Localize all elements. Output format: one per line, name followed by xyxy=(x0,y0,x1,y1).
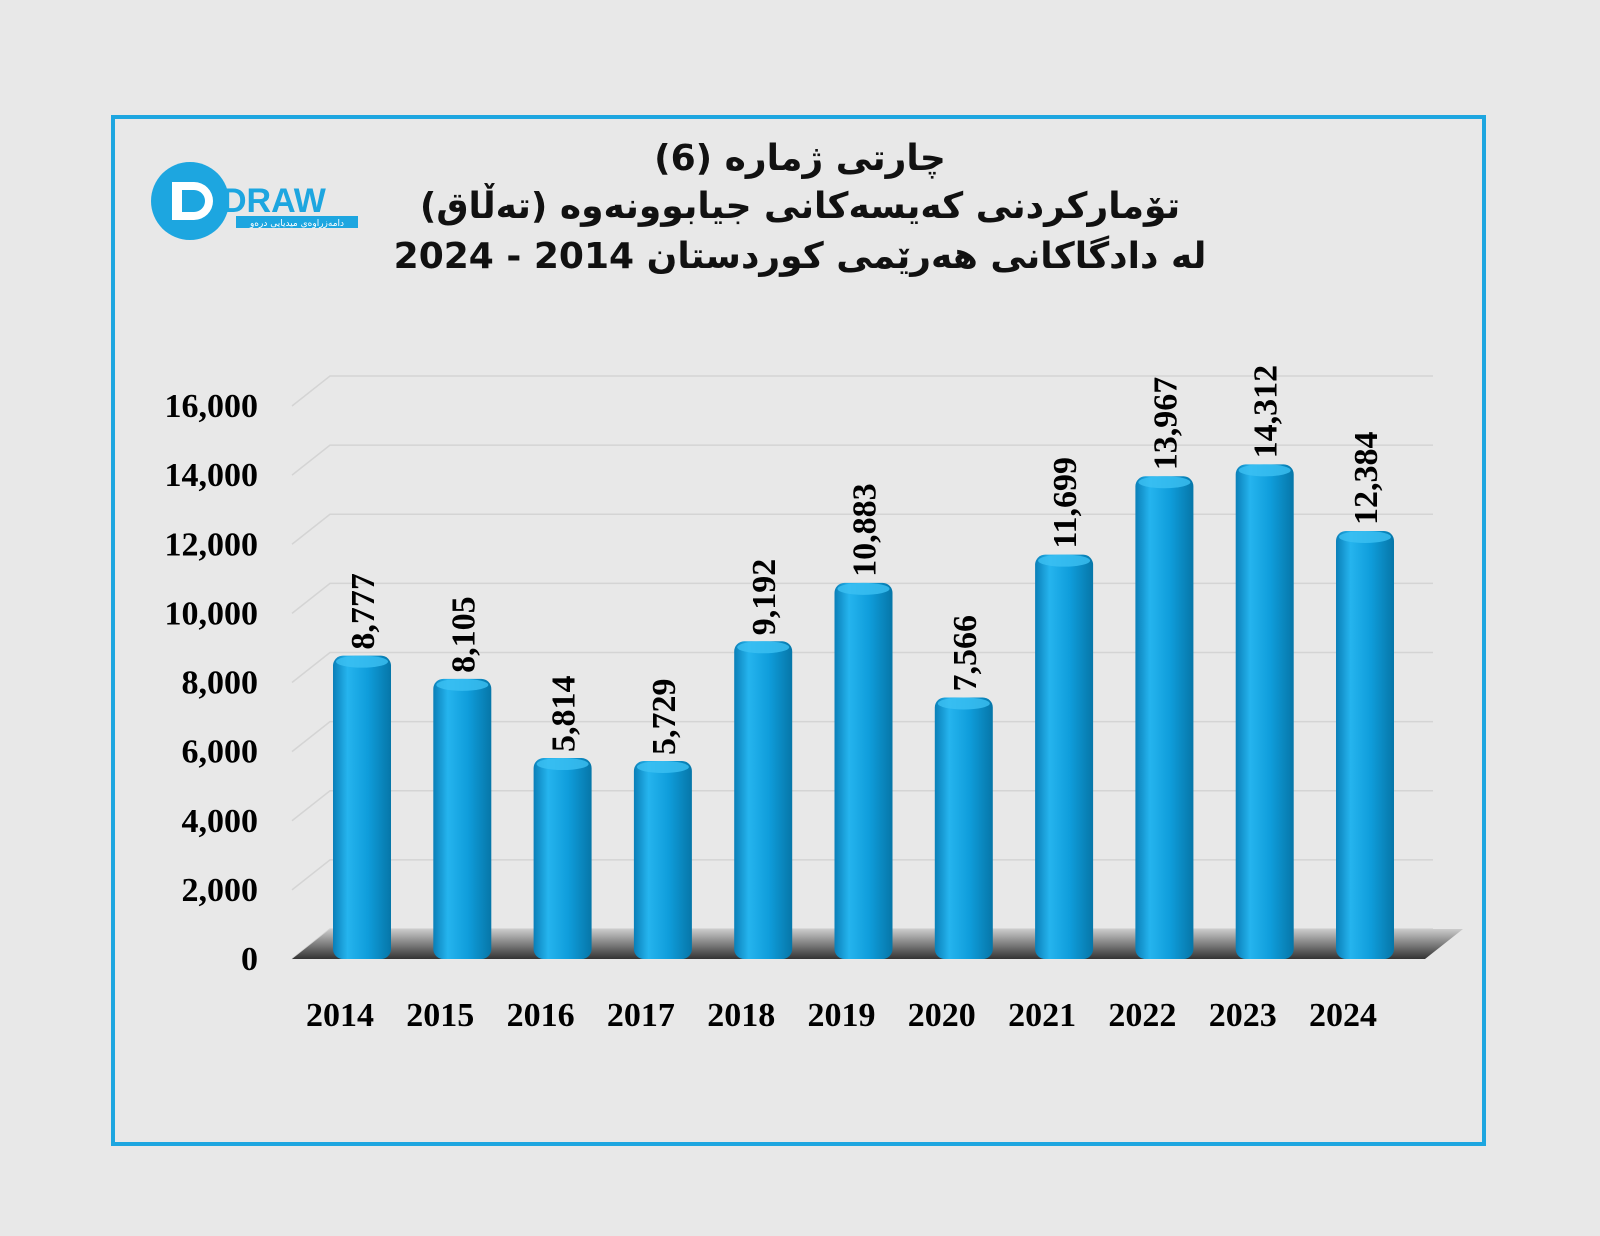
y-tick-label: 8,000 xyxy=(182,665,259,702)
chart-frame xyxy=(111,115,1486,1146)
logo-subtext: دامەزراوەی میدیایی درەو xyxy=(249,219,344,229)
y-tick-label: 0 xyxy=(241,941,258,978)
bar-2019 xyxy=(834,582,893,959)
data-label: 9,192 xyxy=(746,559,783,636)
x-tick-label: 2014 xyxy=(306,997,374,1034)
bar-top-2020 xyxy=(937,697,990,710)
data-label: 8,777 xyxy=(345,573,382,650)
chart-title-line2: تۆمارکردنی کەیسەکانی جیابوونەوە (تەڵاق) xyxy=(419,186,1181,227)
x-tick-label: 2015 xyxy=(406,997,474,1034)
gridline xyxy=(291,375,1433,407)
x-tick-label: 2016 xyxy=(507,997,575,1034)
bar-2014 xyxy=(333,655,391,959)
logo-text: DRAW xyxy=(222,182,327,220)
y-tick-label: 2,000 xyxy=(182,872,259,909)
bar-top-2023 xyxy=(1238,464,1291,477)
y-tick-label: 4,000 xyxy=(182,803,259,840)
data-label: 5,729 xyxy=(646,678,683,755)
x-tick-label: 2023 xyxy=(1209,997,1277,1034)
bar-top-2017 xyxy=(636,760,689,773)
x-tick-label: 2020 xyxy=(908,997,976,1034)
bar-top-2021 xyxy=(1038,554,1091,567)
y-tick-label: 16,000 xyxy=(165,388,259,425)
bar-top-2014 xyxy=(336,655,388,668)
gridline xyxy=(291,444,1433,476)
data-label: 7,566 xyxy=(947,615,984,692)
chart-title-line1: چارتی ژمارە (6) xyxy=(654,138,946,179)
bar-2020 xyxy=(934,697,993,959)
chart-title-line3: لە دادگاکانی هەرێمی کوردستان 2014 - 2024 xyxy=(393,236,1207,277)
y-tick-label: 10,000 xyxy=(165,595,259,632)
y-tick-label: 12,000 xyxy=(165,526,259,563)
bar-2023 xyxy=(1235,464,1294,959)
data-label: 13,967 xyxy=(1147,377,1184,471)
data-label: 12,384 xyxy=(1348,431,1385,525)
bar-top-2016 xyxy=(536,758,589,771)
x-tick-label: 2024 xyxy=(1309,997,1377,1034)
draw-logo: DRAW دامەزراوەی میدیایی درەو xyxy=(151,162,358,240)
x-tick-label: 2018 xyxy=(707,997,775,1034)
x-tick-label: 2017 xyxy=(607,997,675,1034)
y-tick-label: 6,000 xyxy=(182,734,259,771)
data-label: 11,699 xyxy=(1047,457,1084,549)
data-label: 14,312 xyxy=(1248,365,1285,459)
bar-2021 xyxy=(1035,554,1094,959)
x-tick-label: 2021 xyxy=(1008,997,1076,1034)
bar-top-2022 xyxy=(1138,476,1191,489)
bar-2024 xyxy=(1336,530,1394,959)
data-label: 10,883 xyxy=(847,483,884,577)
bar-2016 xyxy=(533,758,592,959)
bar-top-2015 xyxy=(436,678,489,691)
x-tick-label: 2022 xyxy=(1108,997,1176,1034)
bar-top-2024 xyxy=(1339,530,1391,543)
bar-2015 xyxy=(433,678,492,959)
bar-2018 xyxy=(734,641,793,959)
bar-2022 xyxy=(1135,476,1194,959)
bar-top-2019 xyxy=(837,582,890,595)
x-tick-label: 2019 xyxy=(808,997,876,1034)
bar-top-2018 xyxy=(737,641,790,654)
y-tick-label: 14,000 xyxy=(165,457,259,494)
data-label: 5,814 xyxy=(546,676,583,753)
gridline xyxy=(291,513,1433,545)
data-label: 8,105 xyxy=(445,596,482,673)
bar-2017 xyxy=(633,760,692,959)
